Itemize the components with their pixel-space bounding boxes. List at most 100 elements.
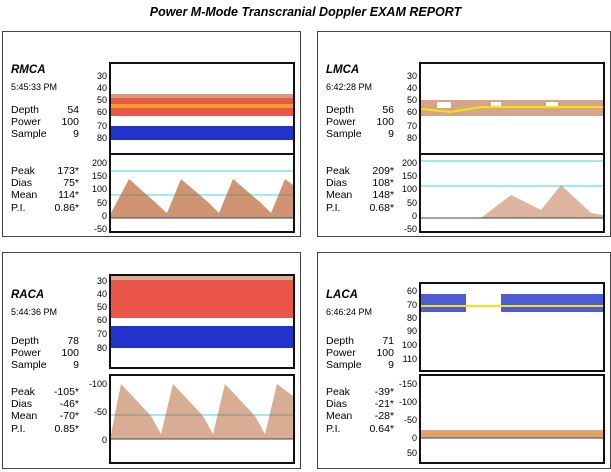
depth-tick: 60 (96, 315, 107, 325)
sample-label: Sample (11, 359, 47, 372)
mean-label: Mean (11, 189, 38, 202)
pi-value: 0.68* (369, 201, 394, 214)
velocity-tick: 0 (101, 211, 107, 221)
mean-value: 148* (372, 189, 394, 202)
mmode-depth-axis: 30 40 50 60 70 80 (87, 72, 107, 172)
velocity-tick: -150 (398, 379, 417, 389)
sample-value: 9 (73, 359, 79, 372)
vessel-name: RACA (11, 289, 45, 301)
vessel-name: LACA (326, 289, 358, 301)
doppler-spectrum (109, 374, 295, 464)
depth-tick: 50 (96, 302, 107, 312)
power-label: Power (11, 116, 41, 129)
dias-label: Dias (11, 398, 33, 411)
spectrum-image (421, 160, 603, 219)
pi-value: 0.64* (369, 422, 394, 435)
velocity-tick: 0 (411, 433, 417, 443)
velocity-tick: 100 (401, 184, 417, 194)
measurements-block: Peak -105* Dias -46* Mean -70* P.I. 0.85* (11, 386, 79, 435)
mmode-depth-axis: 60 70 80 90 100 110 (397, 287, 417, 387)
power-value: 100 (376, 116, 394, 129)
exam-time: 6:42:28 PM (326, 82, 373, 92)
mmode-depth-axis: 30 40 50 60 70 80 (87, 277, 107, 377)
velocity-tick: 100 (91, 184, 107, 194)
doppler-spectrum (419, 374, 605, 464)
velocity-tick: -50 (93, 224, 107, 234)
peak-value: 173* (57, 165, 79, 177)
mean-value: -28* (374, 410, 394, 423)
depth-tick: 70 (406, 300, 417, 310)
pi-value: 0.86* (54, 201, 79, 214)
power-value: 100 (61, 347, 79, 360)
power-value: 100 (61, 116, 79, 129)
velocity-tick: 50 (96, 198, 107, 208)
mmode-display (419, 282, 605, 372)
peak-label: Peak (326, 165, 350, 177)
velocity-tick: 200 (91, 158, 107, 168)
pi-label: P.I. (326, 201, 341, 214)
spectrum-image (111, 384, 293, 440)
mmode-image (111, 276, 293, 348)
sample-value: 9 (73, 128, 79, 141)
dias-value: 75* (63, 177, 79, 190)
mean-label: Mean (326, 189, 353, 202)
velocity-tick: 50 (406, 198, 417, 208)
velocity-tick: 50 (406, 448, 417, 458)
doppler-velocity-axis: -150 -100 -50 0 50 (397, 380, 417, 460)
depth-tick: 40 (96, 289, 107, 299)
dias-value: 108* (372, 177, 394, 190)
measurements-block: Peak 173* Dias 75* Mean 114* P.I. 0.86* (11, 165, 79, 214)
sample-label: Sample (11, 128, 47, 141)
power-label: Power (11, 347, 41, 360)
depth-tick: 30 (406, 71, 417, 81)
depth-label: Depth (326, 335, 355, 347)
depth-tick: 30 (96, 276, 107, 286)
depth-tick: 40 (406, 83, 417, 93)
exam-time: 6:46:24 PM (326, 307, 373, 317)
velocity-tick: 150 (401, 171, 417, 181)
depth-tick: 70 (96, 121, 107, 131)
peak-value: 209* (372, 165, 394, 177)
depth-label: Depth (11, 104, 40, 116)
exam-time: 5:44:36 PM (11, 307, 58, 317)
velocity-tick: -50 (403, 224, 417, 234)
velocity-tick: -50 (403, 415, 417, 425)
report-title: Power M-Mode Transcranial Doppler EXAM R… (149, 5, 462, 19)
mean-label: Mean (11, 410, 38, 423)
pi-label: P.I. (11, 422, 26, 435)
dias-value: -21* (374, 398, 394, 411)
depth-tick: 60 (406, 107, 417, 117)
depth-tick: 50 (96, 95, 107, 105)
mean-label: Mean (326, 410, 353, 423)
depth-tick: 30 (96, 71, 107, 81)
settings-block: Depth 54 Power 100 Sample 9 (11, 104, 79, 141)
depth-tick: 80 (96, 133, 107, 143)
depth-tick: 80 (406, 313, 417, 323)
doppler-velocity-axis: 200 150 100 50 0 -50 (87, 159, 107, 234)
panel-lmca: LMCA 6:42:28 PM Depth 56 Power 100 Sample 9… (317, 31, 611, 237)
dias-label: Dias (326, 398, 348, 411)
depth-tick: 50 (406, 95, 417, 105)
depth-tick: 60 (96, 107, 107, 117)
vessel-name: LMCA (326, 64, 360, 76)
panel-rmca: RMCA 5:45:33 PM Depth 54 Power 100 Sample 9… (2, 31, 301, 237)
dias-label: Dias (326, 177, 348, 190)
power-label: Power (326, 116, 356, 129)
panel-laca: LACA 6:46:24 PM Depth 71 Power 100 Sample 9… (317, 252, 611, 469)
dias-value: -46* (59, 398, 79, 411)
mmode-image (111, 94, 293, 140)
mean-value: 114* (58, 189, 79, 202)
doppler-spectrum (419, 153, 605, 233)
depth-tick: 60 (406, 286, 417, 296)
dias-label: Dias (11, 177, 33, 190)
pi-label: P.I. (11, 201, 26, 214)
sample-value: 9 (388, 359, 394, 372)
vessel-name: RMCA (11, 64, 46, 76)
velocity-tick: -50 (93, 407, 107, 417)
velocity-tick: 0 (101, 435, 107, 445)
peak-value: -105* (53, 386, 79, 398)
power-value: 100 (376, 347, 394, 360)
velocity-tick: 150 (91, 171, 107, 181)
depth-value: 78 (67, 335, 79, 347)
settings-block: Depth 78 Power 100 Sample 9 (11, 335, 79, 372)
